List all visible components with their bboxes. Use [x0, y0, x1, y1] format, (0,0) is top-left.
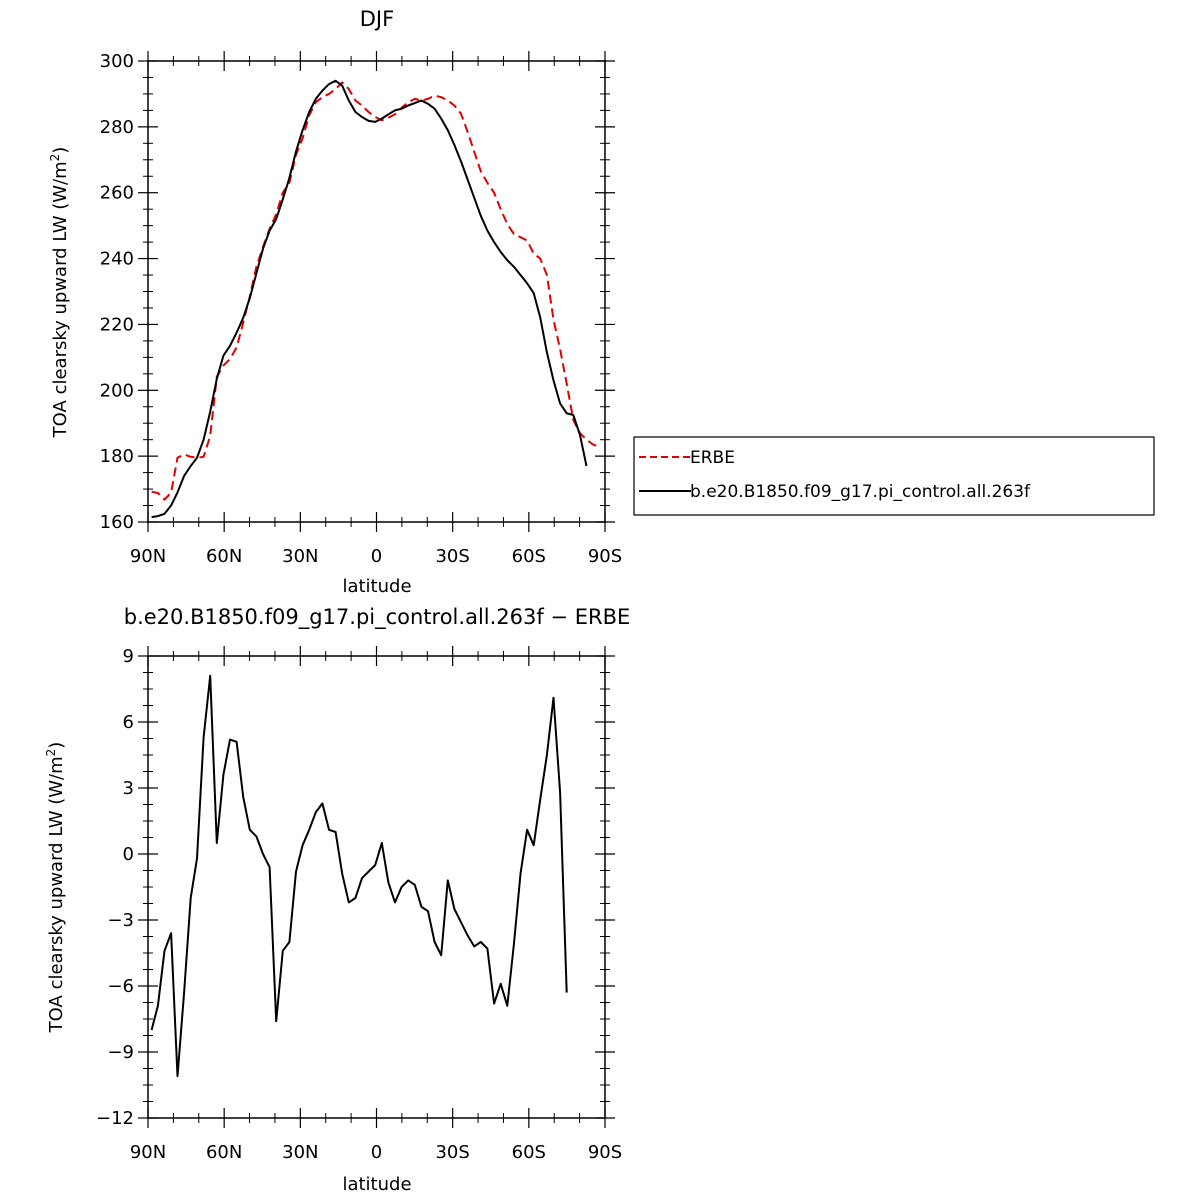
bottom-xtick-label: 60N [206, 1142, 242, 1163]
top-xtick-label: 60S [512, 546, 546, 567]
top-ytick-label: 260 [100, 183, 134, 204]
top-xtick-label: 60N [206, 546, 242, 567]
top-xtick-label: 30N [282, 546, 318, 567]
bottom-ticks: −12 −9 −6 −3 0 3 6 9 90N 60N 30N 0 30S 60S 90S [96, 646, 622, 1163]
bottom-ytick-label: 0 [123, 844, 134, 865]
top-xtick-label: 90S [588, 546, 622, 567]
top-xtick-label: 30S [435, 546, 469, 567]
bottom-ytick-label: 3 [123, 778, 134, 799]
legend: ERBE b.e20.B1850.f09_g17.pi_control.all.… [633, 436, 1155, 516]
bottom-xtick-label: 90S [588, 1142, 622, 1163]
top-ytick-label: 200 [100, 380, 134, 401]
top-series-line-0 [151, 81, 601, 501]
bottom-xtick-label: 30S [435, 1142, 469, 1163]
bottom-xtick-label: 90N [130, 1142, 166, 1163]
top-ytick-label: 220 [100, 314, 134, 335]
bottom-ytick-label: −12 [96, 1108, 134, 1129]
bottom-y-axis-label-end: ) [46, 742, 67, 749]
bottom-plot-frame [147, 655, 606, 1119]
bottom-ytick-label: 9 [123, 646, 134, 667]
bottom-y-axis-label-main: TOA clearsky upward LW (W/m [46, 756, 67, 1033]
top-x-axis-label: latitude [342, 576, 411, 597]
legend-box [633, 436, 1155, 516]
top-chart-title: DJF [360, 7, 394, 31]
top-ytick-label: 300 [100, 51, 134, 72]
bottom-ytick-label: −3 [107, 910, 134, 931]
bottom-y-axis-label-sup: 2 [44, 749, 58, 757]
top-plot-frame [147, 60, 606, 523]
bottom-xtick-label: 30N [282, 1142, 318, 1163]
top-xtick-label: 0 [371, 546, 382, 567]
top-series-line-1 [151, 79, 588, 519]
top-ticks: 160 180 200 220 240 260 280 300 90N 60N 30N 0 30S 60S… [100, 51, 622, 567]
top-y-axis-label-sup: 2 [48, 154, 62, 162]
bottom-series-line-0 [150, 674, 568, 1078]
bottom-ytick-label: −6 [107, 976, 134, 997]
top-ytick-label: 240 [100, 249, 134, 270]
top-ytick-label: 180 [100, 446, 134, 467]
bottom-chart-title: b.e20.B1850.f09_g17.pi_control.all.263f … [124, 605, 631, 630]
bottom-x-axis-label: latitude [342, 1174, 411, 1195]
top-y-axis-label-main: TOA clearsky upward LW (W/m [50, 161, 71, 438]
bottom-series-group [150, 674, 568, 1078]
top-series-group [151, 79, 601, 519]
bottom-y-axis-label: TOA clearsky upward LW (W/m2) [44, 742, 67, 1034]
legend-label-model: b.e20.B1850.f09_g17.pi_control.all.263f [690, 482, 1031, 502]
bottom-xtick-label: 60S [512, 1142, 546, 1163]
top-ytick-label: 280 [100, 117, 134, 138]
bottom-ytick-label: 6 [123, 712, 134, 733]
top-panel: DJF 160 180 200 220 240 260 280 300 90N 60N 30N 0 30… [48, 7, 1155, 597]
legend-label-erbe: ERBE [690, 448, 735, 468]
top-ytick-label: 160 [100, 512, 134, 533]
top-y-axis-label: TOA clearsky upward LW (W/m2) [48, 147, 71, 439]
top-y-axis-label-end: ) [50, 147, 71, 154]
bottom-xtick-label: 0 [371, 1142, 382, 1163]
bottom-ytick-label: −9 [107, 1042, 134, 1063]
bottom-panel: b.e20.B1850.f09_g17.pi_control.all.263f … [44, 605, 630, 1195]
top-xtick-label: 90N [130, 546, 166, 567]
